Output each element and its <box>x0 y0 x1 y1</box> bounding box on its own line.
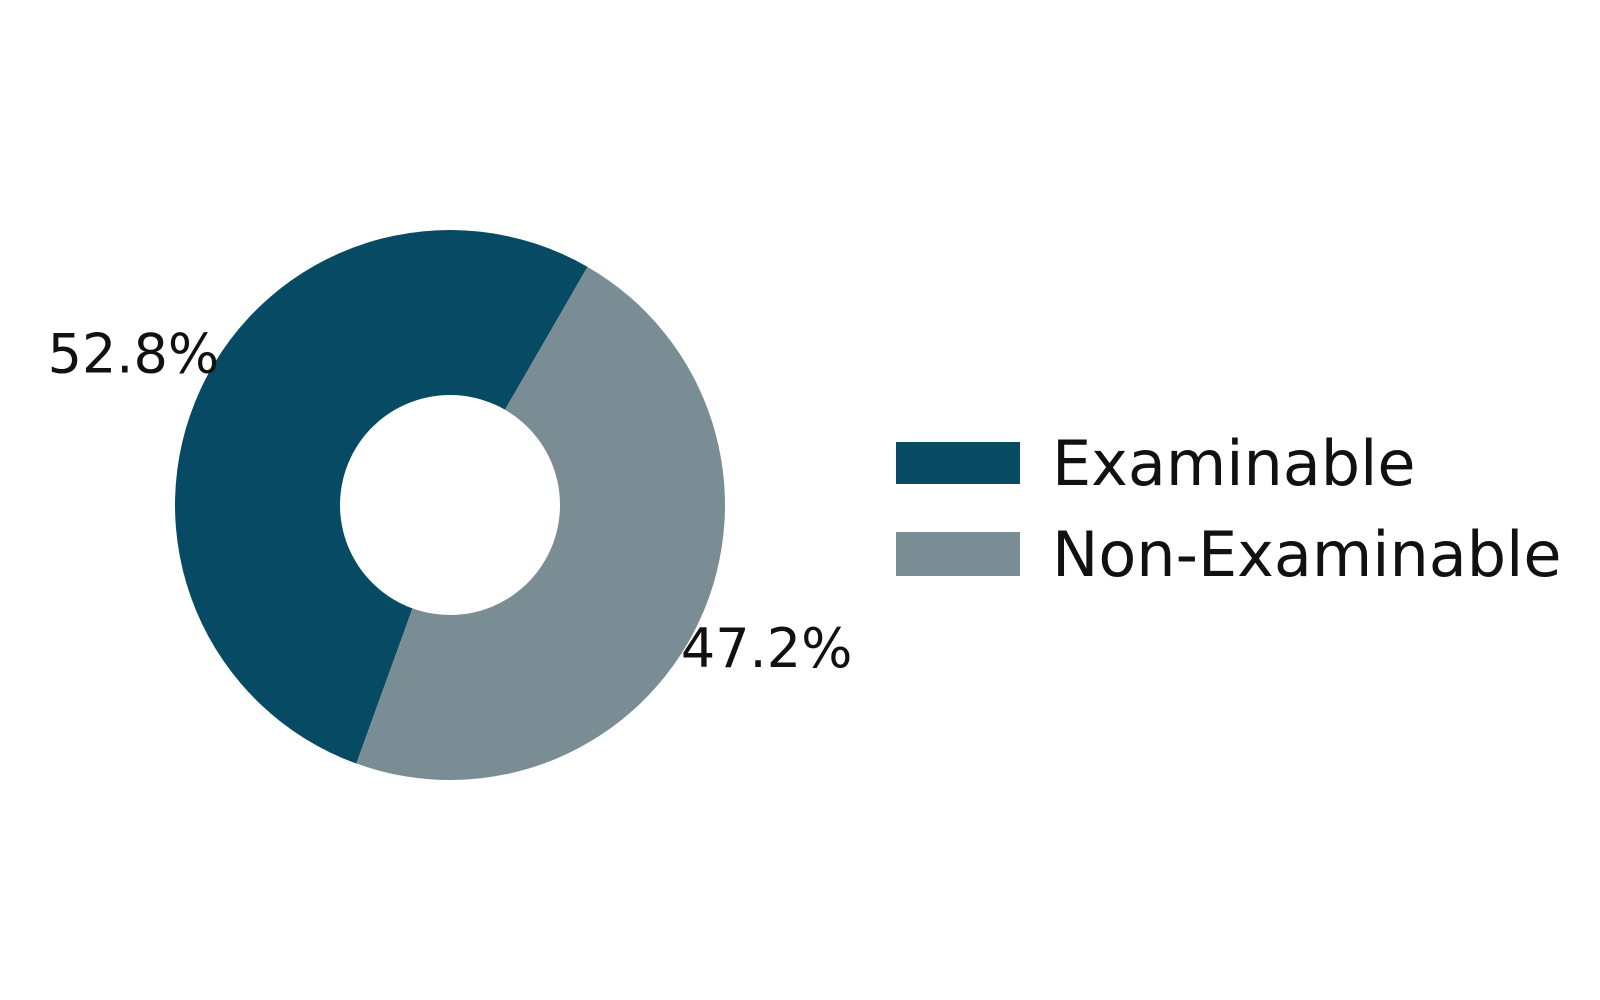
legend-swatch-examinable <box>896 442 1020 484</box>
slice-examinable <box>175 230 588 764</box>
legend: Examinable Non-Examinable <box>896 427 1561 591</box>
legend-label-non-examinable: Non-Examinable <box>1052 518 1561 591</box>
slices-layer <box>175 230 726 781</box>
labels-layer: 52.8% 47.2% <box>48 322 853 680</box>
legend-swatch-non-examinable <box>896 532 1020 576</box>
slice-non-examinable <box>356 266 726 781</box>
slice-percent-label: 47.2% <box>681 617 853 680</box>
slice-percent-label: 52.8% <box>48 322 220 385</box>
legend-label-examinable: Examinable <box>1052 427 1416 500</box>
